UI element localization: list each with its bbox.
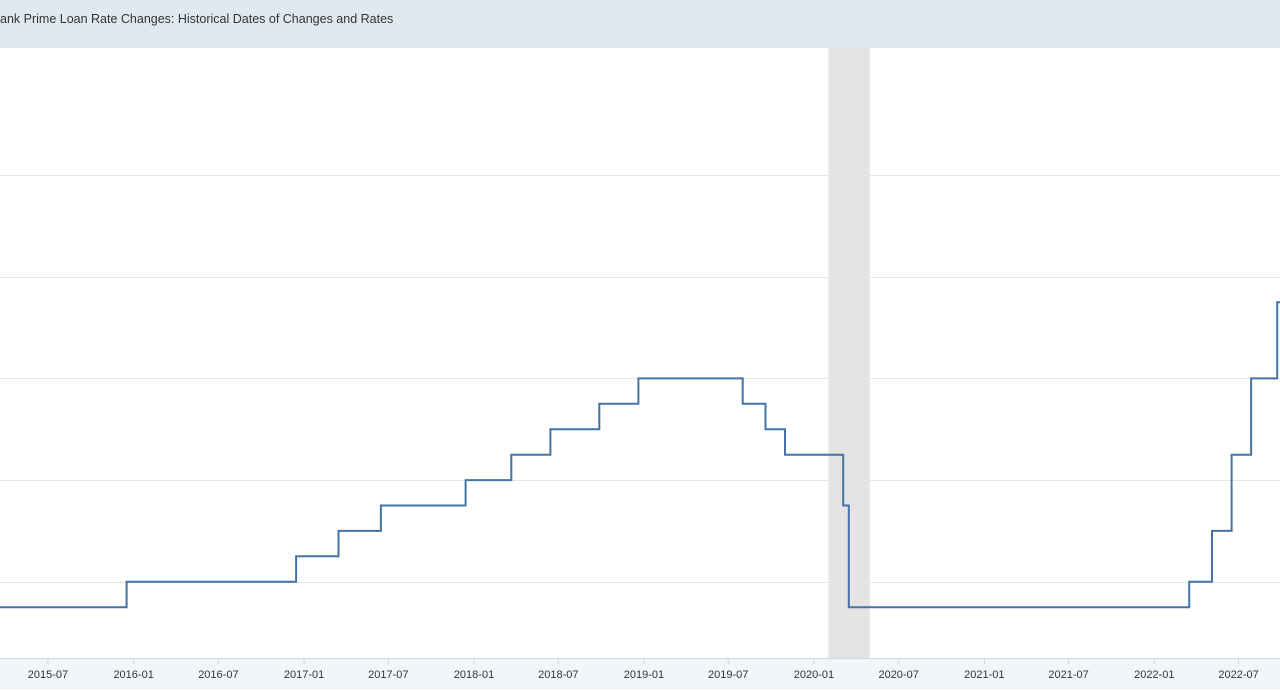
x-tick-label-7: 2019-01	[624, 669, 664, 681]
data-point-3[interactable]	[336, 528, 342, 534]
data-point-16[interactable]	[1209, 528, 1215, 534]
chart-title: ank Prime Loan Rate Changes: Historical …	[0, 12, 394, 26]
x-tick-label-1: 2016-01	[113, 669, 153, 681]
data-point-15[interactable]	[1186, 579, 1192, 585]
plot-area[interactable]: 2015-07 2016-01 2016-07 2017-01 2017-07 2018-…	[0, 48, 1280, 690]
x-tick-label-6: 2018-07	[538, 669, 578, 681]
data-point-0[interactable]	[0, 604, 3, 610]
x-tick-label-10: 2020-07	[878, 669, 918, 681]
data-point-6[interactable]	[508, 452, 514, 458]
data-point-17[interactable]	[1229, 452, 1235, 458]
data-point-14[interactable]	[846, 604, 852, 610]
data-point-2[interactable]	[293, 553, 299, 559]
chart-title-bar: ank Prime Loan Rate Changes: Historical …	[0, 0, 1280, 48]
data-point-1[interactable]	[124, 579, 130, 585]
data-point-4[interactable]	[378, 503, 384, 509]
data-point-7[interactable]	[547, 426, 553, 432]
data-point-8[interactable]	[596, 401, 602, 407]
series-line-0[interactable]	[0, 301, 1280, 609]
x-tick-label-12: 2021-07	[1048, 669, 1088, 681]
x-tick-label-5: 2018-01	[454, 669, 494, 681]
x-tick-label-0: 2015-07	[28, 669, 68, 681]
x-tick-label-2: 2016-07	[198, 669, 238, 681]
data-point-9[interactable]	[635, 375, 641, 381]
data-point-5[interactable]	[463, 477, 469, 483]
x-tick-label-13: 2022-01	[1134, 669, 1174, 681]
data-point-18[interactable]	[1248, 375, 1254, 381]
x-axis-band	[0, 659, 1280, 690]
data-point-10[interactable]	[740, 401, 746, 407]
x-tick-label-4: 2017-07	[368, 669, 408, 681]
series-layer	[0, 301, 1280, 610]
x-axis: 2015-07 2016-01 2016-07 2017-01 2017-07 2018-…	[0, 658, 1280, 690]
x-tick-label-9: 2020-01	[794, 669, 834, 681]
data-point-13[interactable]	[840, 503, 846, 509]
data-point-11[interactable]	[762, 426, 768, 432]
chart-svg[interactable]: 2015-07 2016-01 2016-07 2017-01 2017-07 2018-…	[0, 48, 1280, 690]
x-tick-label-14: 2022-07	[1218, 669, 1258, 681]
x-tick-label-8: 2019-07	[708, 669, 748, 681]
x-tick-label-3: 2017-01	[284, 669, 324, 681]
x-tick-label-11: 2021-01	[964, 669, 1004, 681]
data-point-12[interactable]	[782, 452, 788, 458]
